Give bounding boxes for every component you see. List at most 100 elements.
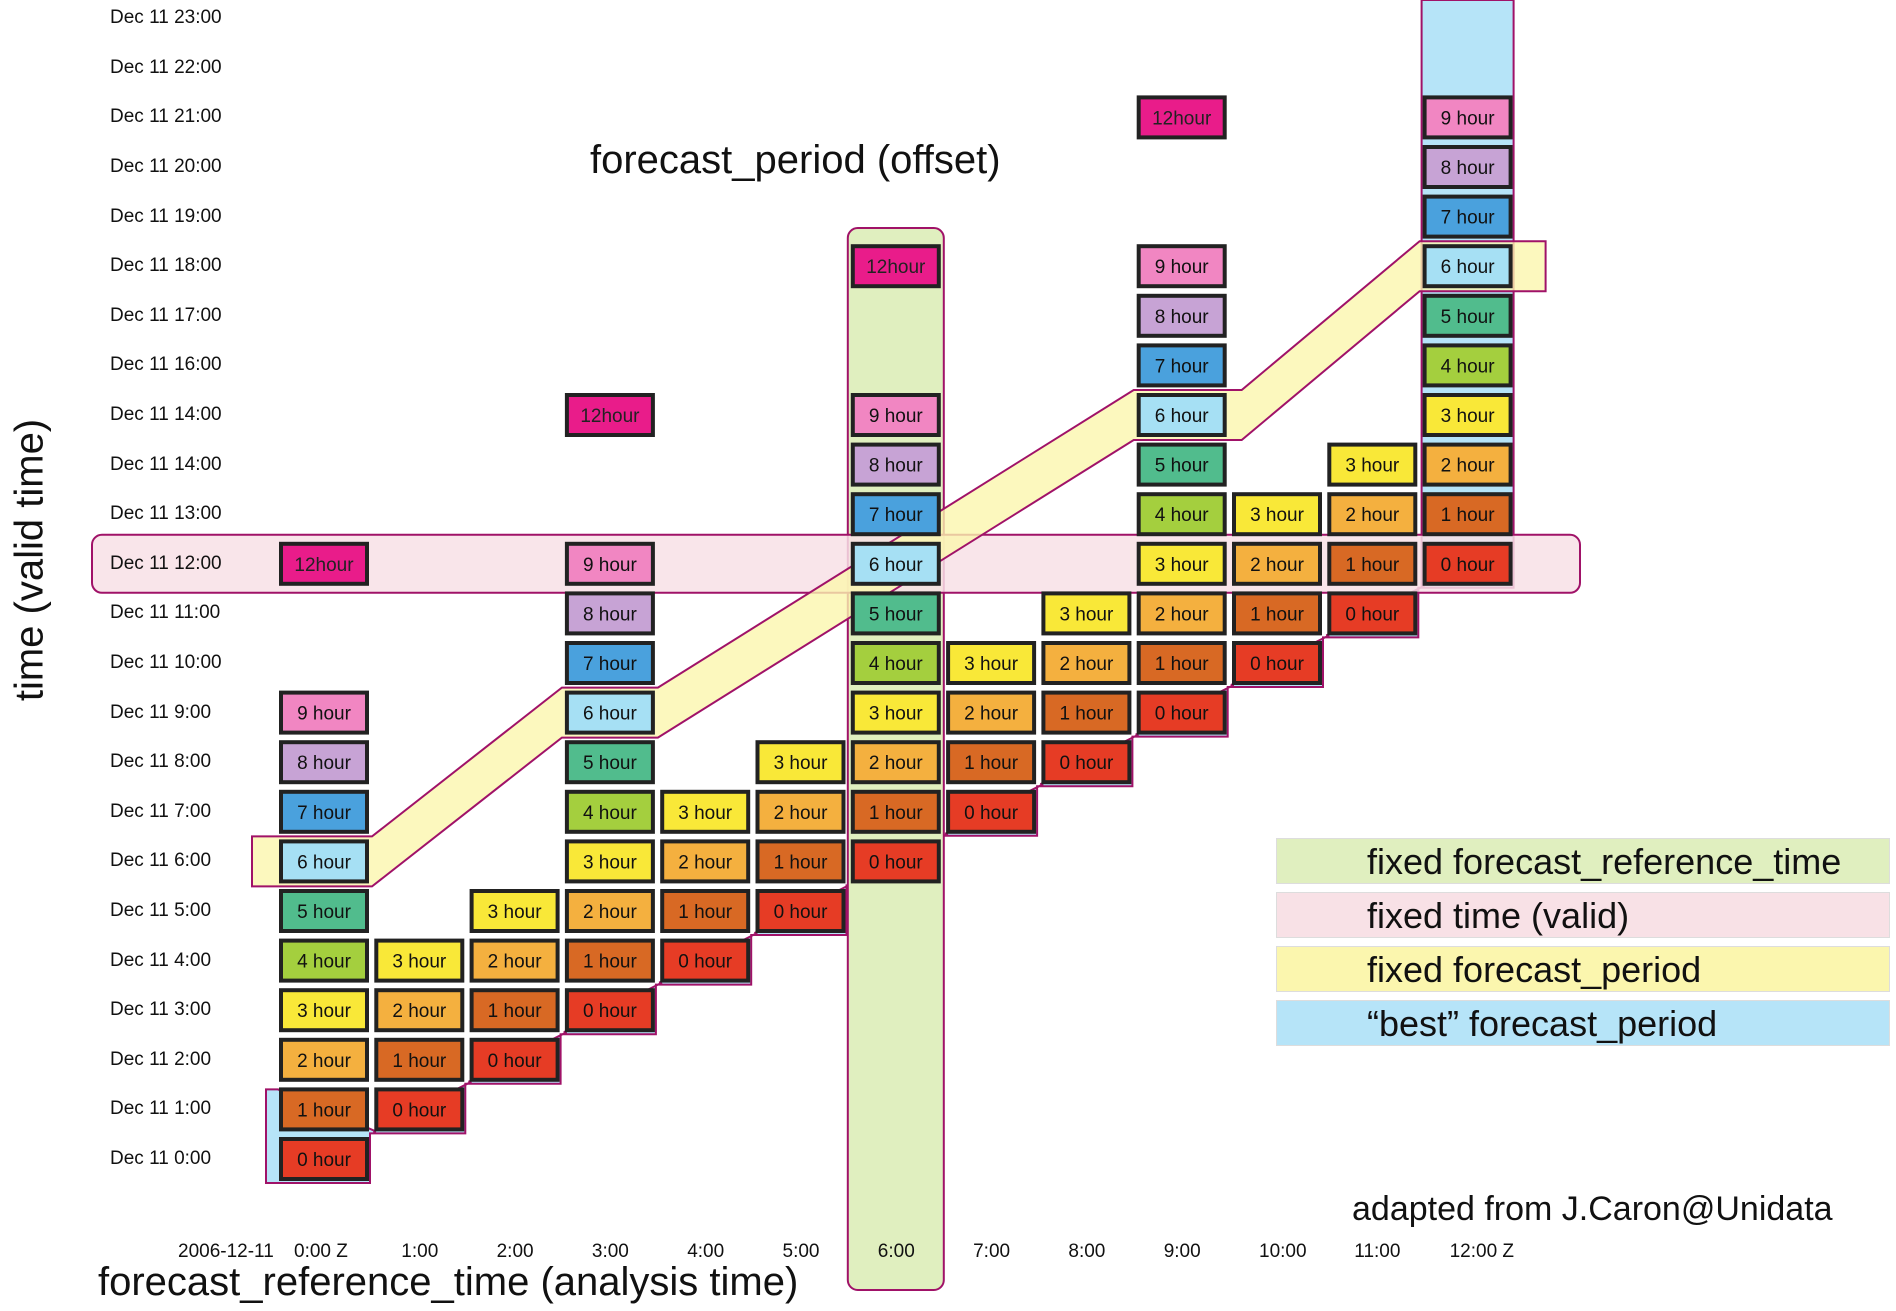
forecast-cell-label: 0 hour xyxy=(488,1051,543,1072)
forecast-cell-box xyxy=(850,740,941,785)
forecast-cell: 3 hour xyxy=(1041,591,1132,636)
forecast-cell-box xyxy=(755,789,846,834)
forecast-cell-box xyxy=(469,889,560,933)
y-tick-label: Dec 11 3:00 xyxy=(110,999,212,1021)
y-tick-label: Dec 11 17:00 xyxy=(110,304,222,326)
forecast-cell-box xyxy=(850,641,941,685)
forecast-cell-box xyxy=(279,839,369,884)
forecast-cell: 1 hour xyxy=(946,740,1037,785)
forecast-cell-label: 5 hour xyxy=(869,604,924,625)
forecast-cell: 3 hour xyxy=(755,740,846,785)
forecast-cell: 4 hour xyxy=(1422,343,1513,388)
forecast-cell-label: 6 hour xyxy=(297,852,352,873)
forecast-cell-box xyxy=(660,789,751,834)
forecast-cell-label: 5 hour xyxy=(297,902,352,923)
forecast-cell-box xyxy=(755,839,846,884)
forecast-cell-box xyxy=(755,889,846,933)
forecast-cell-box xyxy=(1327,591,1418,636)
forecast-cell: 4 hour xyxy=(850,641,941,685)
forecast-cell-label: 9 hour xyxy=(583,555,638,576)
forecast-cell-label: 3 hour xyxy=(488,902,543,923)
forecast-cell: 7 hour xyxy=(850,492,941,537)
forecast-cell-box xyxy=(1422,95,1513,140)
y-tick-label: Dec 11 4:00 xyxy=(110,949,212,971)
forecast-cell-box xyxy=(1232,492,1322,537)
forecast-cell-label: 3 hour xyxy=(678,803,733,824)
forecast-cell: 0 hour xyxy=(279,1137,369,1181)
forecast-cell-box xyxy=(564,740,655,785)
forecast-cell-label: 3 hour xyxy=(1155,555,1210,576)
forecast-cell: 2 hour xyxy=(850,740,941,785)
x-tick-label: 1:00 xyxy=(401,1241,439,1262)
forecast-cell-box xyxy=(850,442,941,487)
forecast-cell-label: 4 hour xyxy=(869,654,924,675)
forecast-cell: 9 hour xyxy=(1136,244,1227,289)
forecast-cell-label: 2 hour xyxy=(583,902,638,923)
legend-item: “best” forecast_period xyxy=(1276,1000,1890,1046)
y-tick-label: Dec 11 21:00 xyxy=(110,106,222,128)
forecast-cell: 1 hour xyxy=(374,1037,465,1082)
forecast-cell-box xyxy=(1136,95,1227,140)
y-tick-label: Dec 11 13:00 xyxy=(110,503,222,525)
forecast-cell-box xyxy=(279,789,369,834)
forecast-cell-box xyxy=(850,541,941,586)
forecast-cell-box xyxy=(1136,393,1227,437)
forecast-cell-label: 3 hour xyxy=(869,704,924,725)
forecast-cell-label: 7 hour xyxy=(583,654,638,675)
forecast-cell-label: 6 hour xyxy=(869,555,924,576)
forecast-cell: 12hour xyxy=(850,244,941,289)
forecast-cell-label: 3 hour xyxy=(392,952,447,973)
forecast-cell-label: 2 hour xyxy=(869,753,924,774)
forecast-cell-label: 0 hour xyxy=(1441,555,1496,576)
forecast-cell-label: 4 hour xyxy=(1441,356,1496,377)
forecast-cell: 1 hour xyxy=(1422,492,1513,537)
forecast-cell-box xyxy=(1136,293,1227,338)
diagram-title: forecast_period (offset) xyxy=(590,138,1001,182)
forecast-cell-label: 6 hour xyxy=(1441,257,1496,278)
y-tick-label: Dec 11 9:00 xyxy=(110,701,212,723)
y-tick-label: Dec 11 6:00 xyxy=(110,850,212,872)
forecast-cell: 9 hour xyxy=(564,541,655,586)
forecast-cell-box xyxy=(850,789,941,834)
forecast-cell: 2 hour xyxy=(469,938,560,983)
forecast-cell: 0 hour xyxy=(755,889,846,933)
forecast-cell-box xyxy=(1327,541,1418,586)
forecast-cell-box xyxy=(850,393,941,437)
forecast-cell-label: 2 hour xyxy=(1345,505,1400,526)
forecast-cell: 6 hour xyxy=(850,541,941,586)
forecast-cell-label: 1 hour xyxy=(678,902,733,923)
forecast-cell: 2 hour xyxy=(1327,492,1418,537)
forecast-cell: 2 hour xyxy=(564,889,655,933)
forecast-cell-label: 9 hour xyxy=(869,406,924,427)
forecast-cell-label: 6 hour xyxy=(583,704,638,725)
y-tick-label: Dec 11 5:00 xyxy=(110,900,212,921)
forecast-cell: 8 hour xyxy=(564,591,655,636)
forecast-cell-box xyxy=(564,641,655,685)
forecast-cell-label: 9 hour xyxy=(1155,257,1210,278)
forecast-cell: 1 hour xyxy=(755,839,846,884)
forecast-cell-label: 8 hour xyxy=(1441,158,1496,179)
x-axis-label: forecast_reference_time (analysis time) xyxy=(98,1260,799,1304)
forecast-cell-box xyxy=(946,690,1037,735)
forecast-cell-box xyxy=(850,690,941,735)
forecast-cell-label: 3 hour xyxy=(1345,456,1400,477)
forecast-cell-label: 4 hour xyxy=(297,952,352,973)
forecast-cell-label: 1 hour xyxy=(964,753,1019,774)
forecast-cell-label: 3 hour xyxy=(1059,604,1114,625)
forecast-cell-box xyxy=(469,938,560,983)
forecast-cell-box xyxy=(850,839,941,884)
forecast-cell: 1 hour xyxy=(660,889,751,933)
forecast-cell: 6 hour xyxy=(279,839,369,884)
forecast-cell-box xyxy=(279,1137,369,1181)
forecast-cell: 0 hour xyxy=(1136,690,1227,735)
forecast-cell-label: 2 hour xyxy=(1250,555,1305,576)
forecast-cell-label: 2 hour xyxy=(1155,604,1210,625)
forecast-cell-box xyxy=(279,938,369,983)
forecast-cell-label: 0 hour xyxy=(869,852,924,873)
forecast-cell-box xyxy=(374,938,465,983)
y-tick-label: Dec 11 8:00 xyxy=(110,751,212,773)
forecast-cell-label: 5 hour xyxy=(1155,456,1210,477)
forecast-cell-box xyxy=(1232,641,1322,685)
forecast-cell-label: 3 hour xyxy=(297,1001,352,1022)
